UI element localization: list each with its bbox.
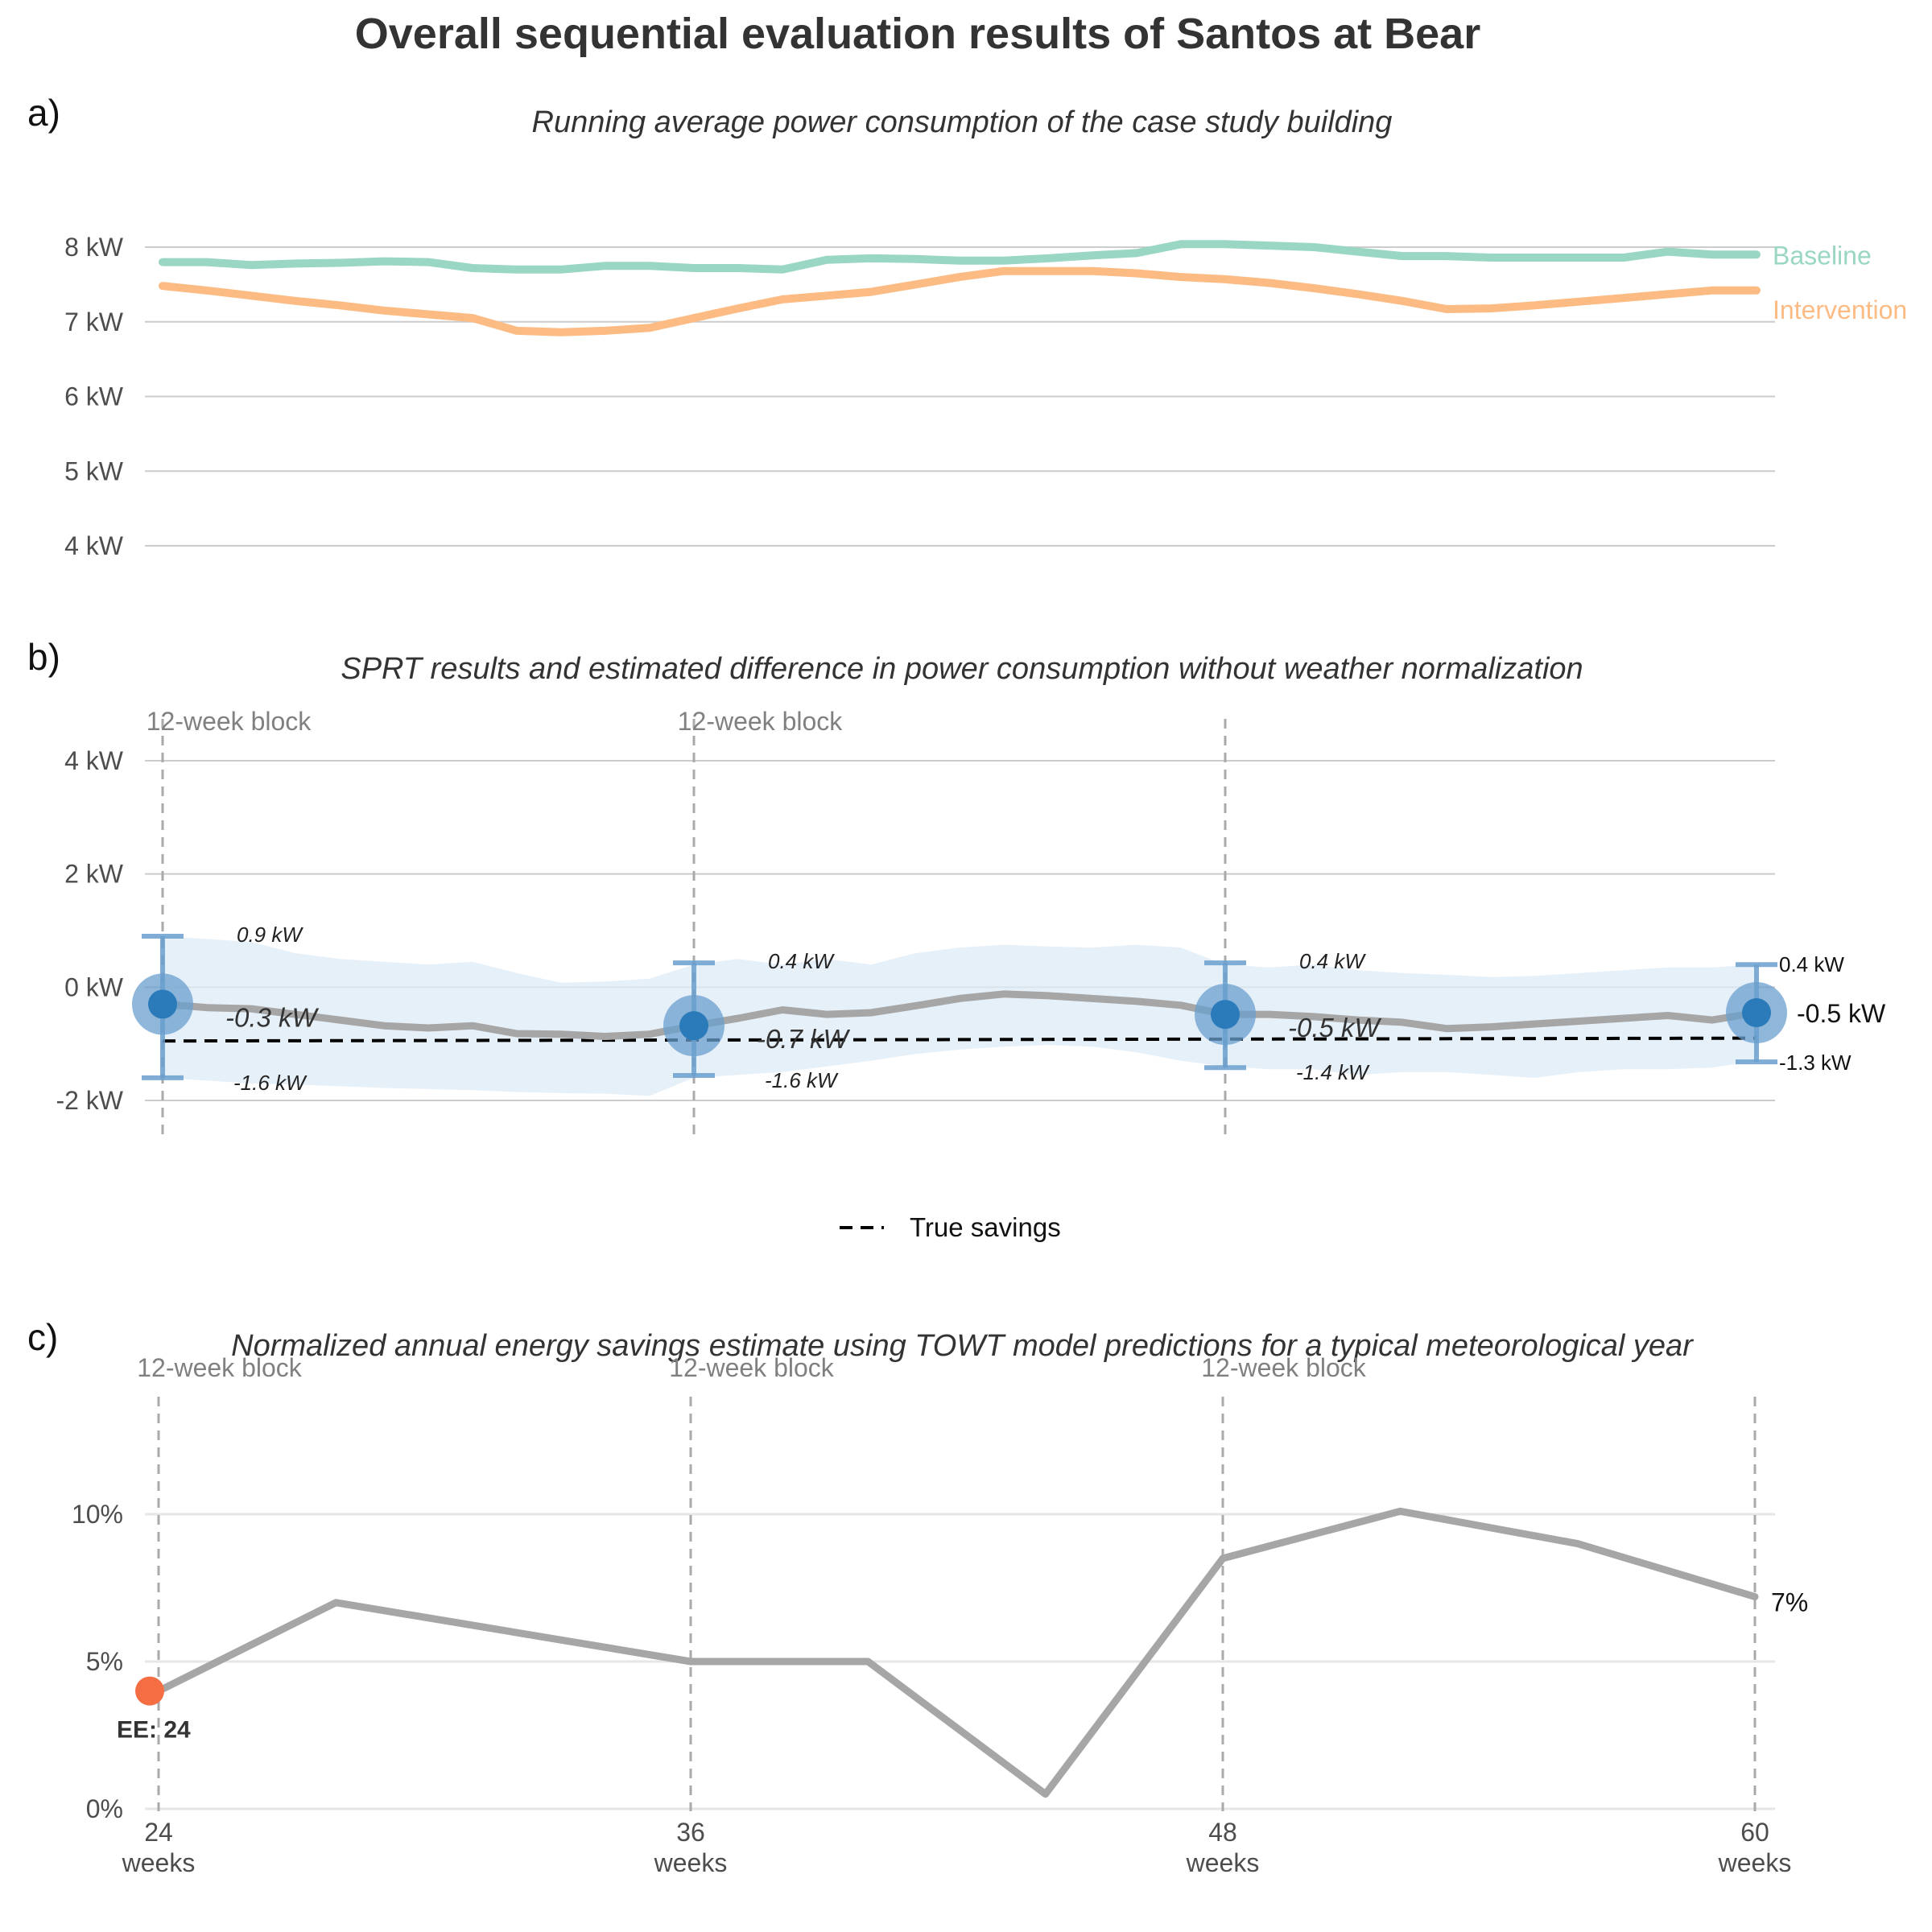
checkpoint-lower-label: -1.3 kW (1779, 1051, 1852, 1075)
checkpoint-point (148, 989, 177, 1019)
end-value-label: 7% (1771, 1587, 1808, 1616)
main-title: Overall sequential evaluation results of… (355, 10, 1480, 58)
checkpoint-upper-label: 0.4 kW (1779, 952, 1844, 976)
series-line-baseline (159, 240, 1761, 274)
panel-b-estimate (159, 990, 1761, 1040)
panel-c-block-dividers (157, 1397, 1757, 1811)
x-tick-label: 24 (144, 1818, 173, 1847)
legend-true-savings-label: True savings (910, 1212, 1061, 1242)
checkpoint-lower-label: -1.4 kW (1296, 1060, 1370, 1084)
checkpoint-lower-label: -1.6 kW (765, 1068, 839, 1092)
x-tick-label: 36 (676, 1818, 705, 1847)
checkpoint-60: 0.4 kW -0.5 kW -1.3 kW (1726, 952, 1886, 1075)
savings-line (155, 1507, 1759, 1798)
checkpoint-upper-label: 0.9 kW (237, 923, 303, 947)
block-label: 12-week block (678, 707, 844, 736)
panel-a-y-tick-label: 7 kW (64, 308, 124, 336)
panel-c-y-axis: 0% 5% 10% (72, 1500, 123, 1823)
panel-c-y-tick-label: 0% (86, 1794, 123, 1823)
panel-a-y-axis: 4 kW 5 kW 6 kW 7 kW 8 kW (64, 233, 124, 560)
panel-b-block-labels: 12-week block 12-week block (147, 707, 844, 736)
checkpoint-estimate-label: -0.5 kW (1797, 999, 1886, 1028)
checkpoint-point (1211, 1000, 1240, 1030)
panel-b-block-dividers (161, 719, 1227, 1137)
panel-b-y-tick-label: 0 kW (64, 972, 124, 1001)
panel-a-y-tick-label: 8 kW (64, 233, 124, 262)
block-label: 12-week block (669, 1353, 835, 1382)
panel-b-true-savings (162, 1036, 1757, 1043)
panel-b-y-tick-label: 4 kW (64, 746, 124, 775)
panel-a-gridlines (145, 246, 1775, 547)
panel-c-y-tick-label: 5% (86, 1647, 123, 1676)
panel-c-title: Normalized annual energy savings estimat… (231, 1329, 1694, 1363)
panel-c-block-labels: 12-week block 12-week block 12-week block (137, 1353, 1367, 1382)
block-label: 12-week block (137, 1353, 303, 1382)
confidence-band (163, 936, 1757, 1096)
checkpoint-estimate-label: -0.3 kW (225, 1002, 320, 1032)
checkpoint-point (1742, 997, 1771, 1027)
panel-c-gridlines (145, 1513, 1775, 1810)
legend: True savings (840, 1212, 1061, 1242)
panel-a-y-tick-label: 5 kW (64, 456, 124, 485)
x-tick-sublabel: weeks (1718, 1848, 1792, 1877)
panel-c-annotations: 7% EE: 24 (117, 1587, 1808, 1743)
panel-c-label: c) (27, 1316, 58, 1358)
panel-a-series-labels: Baseline Intervention (1773, 241, 1907, 324)
panel-b: b) SPRT results and estimated difference… (27, 636, 1886, 1242)
block-label: 12-week block (147, 707, 312, 736)
early-end-point (135, 1676, 164, 1706)
checkpoint-estimate-label: -0.5 kW (1288, 1013, 1382, 1042)
series-label-baseline: Baseline (1773, 241, 1872, 270)
checkpoint-upper-label: 0.4 kW (1299, 949, 1366, 973)
panel-c-y-tick-label: 10% (72, 1500, 123, 1529)
panel-a-title: Running average power consumption of the… (532, 105, 1393, 139)
panel-a-series (159, 240, 1761, 336)
checkpoint-24: 0.9 kW -0.3 kW -1.6 kW (132, 923, 320, 1095)
panel-b-y-tick-label: -2 kW (56, 1086, 123, 1115)
panel-c-savings-series (155, 1507, 1759, 1798)
checkpoint-lower-label: -1.6 kW (233, 1071, 308, 1095)
checkpoint-estimate-label: -0.7 kW (757, 1024, 851, 1054)
estimate-line (159, 990, 1761, 1040)
early-end-label: EE: 24 (117, 1717, 191, 1744)
x-tick-sublabel: weeks (1186, 1848, 1260, 1877)
block-label: 12-week block (1201, 1353, 1367, 1382)
checkpoint-48: 0.4 kW -0.5 kW -1.4 kW (1195, 949, 1382, 1084)
series-label-intervention: Intervention (1773, 295, 1907, 324)
series-line-intervention (159, 266, 1761, 336)
panel-a-label: a) (27, 92, 60, 134)
panel-b-y-tick-label: 2 kW (64, 860, 124, 889)
panel-a: a) Running average power consumption of … (27, 92, 1907, 560)
panel-b-title: SPRT results and estimated difference in… (341, 652, 1583, 686)
checkpoint-point (679, 1011, 708, 1041)
panel-b-y-axis: -2 kW 0 kW 2 kW 4 kW (56, 746, 123, 1115)
x-tick-sublabel: weeks (122, 1848, 196, 1877)
x-tick-label: 48 (1208, 1818, 1237, 1847)
checkpoint-36: 0.4 kW -0.7 kW -1.6 kW (663, 949, 851, 1092)
panel-c: c) Normalized annual energy savings esti… (27, 1316, 1808, 1877)
panel-a-y-tick-label: 6 kW (64, 382, 124, 411)
panel-a-y-tick-label: 4 kW (64, 531, 124, 560)
panel-b-confidence-band (163, 936, 1757, 1096)
x-tick-sublabel: weeks (654, 1848, 728, 1877)
panel-b-label: b) (27, 636, 60, 678)
checkpoint-upper-label: 0.4 kW (768, 949, 835, 973)
panel-b-checkpoints: 0.9 kW -0.3 kW -1.6 kW 0.4 kW -0.7 kW -1.6 kW… (132, 923, 1886, 1095)
true-savings-line (162, 1036, 1757, 1043)
x-tick-label: 60 (1740, 1818, 1769, 1847)
